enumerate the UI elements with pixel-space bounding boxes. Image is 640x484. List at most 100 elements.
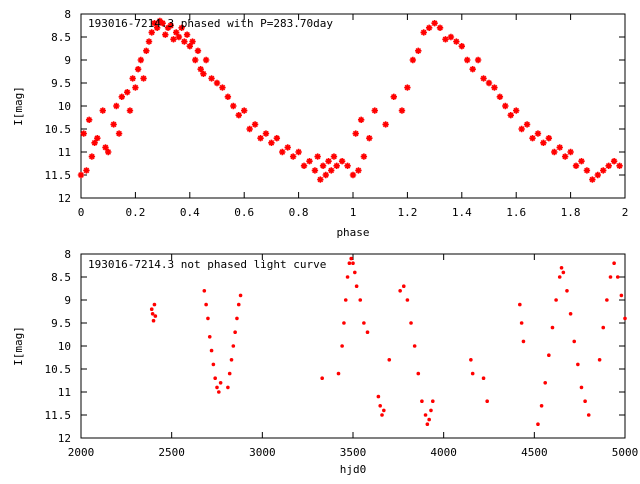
y-tick-label: 11.5 xyxy=(45,409,72,422)
data-point xyxy=(338,158,346,165)
data-point xyxy=(559,266,564,270)
data-point xyxy=(143,47,150,54)
data-point xyxy=(115,130,123,137)
data-point xyxy=(336,371,341,376)
data-point xyxy=(137,56,145,64)
data-point xyxy=(425,422,430,427)
data-point xyxy=(159,20,166,27)
data-point xyxy=(306,158,313,165)
data-point xyxy=(458,43,465,50)
data-point xyxy=(469,358,473,362)
data-point xyxy=(217,390,221,394)
data-point xyxy=(192,56,199,64)
x-tick-label: 0 xyxy=(78,206,85,219)
data-point xyxy=(608,275,613,279)
data-point xyxy=(619,293,624,298)
data-point xyxy=(207,335,212,339)
data-point xyxy=(430,399,435,404)
data-point xyxy=(380,413,384,417)
data-point xyxy=(597,358,602,362)
data-point xyxy=(568,312,573,316)
x-tick-label: 0.2 xyxy=(125,206,145,219)
data-point xyxy=(550,325,555,330)
data-point xyxy=(140,75,147,82)
series-points xyxy=(149,256,627,427)
data-point xyxy=(110,121,117,128)
data-point xyxy=(507,112,514,119)
data-point xyxy=(91,139,98,146)
data-point xyxy=(88,153,96,160)
data-point xyxy=(208,75,215,82)
data-point xyxy=(518,125,525,133)
data-point xyxy=(209,348,214,353)
data-point xyxy=(480,75,487,82)
data-point xyxy=(279,148,286,156)
data-point xyxy=(124,89,131,96)
data-point xyxy=(578,158,585,165)
data-point xyxy=(387,358,392,362)
y-tick-label: 8 xyxy=(64,8,71,21)
data-point xyxy=(547,353,551,358)
data-point xyxy=(600,167,607,174)
data-point xyxy=(362,321,366,325)
data-point xyxy=(126,107,134,114)
data-point xyxy=(354,284,359,289)
data-point xyxy=(262,130,270,137)
y-tick-label: 12 xyxy=(58,432,71,445)
data-point xyxy=(378,404,383,408)
data-point xyxy=(189,38,196,45)
data-point xyxy=(561,270,566,275)
data-point xyxy=(213,376,217,381)
data-point xyxy=(94,135,101,142)
series-points xyxy=(77,17,623,183)
data-point xyxy=(420,29,427,36)
x-tick-label: 4500 xyxy=(521,446,548,459)
data-point xyxy=(398,107,406,114)
data-point xyxy=(236,302,241,307)
data-point xyxy=(420,399,424,404)
data-point xyxy=(211,362,216,367)
data-point xyxy=(534,130,542,137)
data-point xyxy=(295,148,302,156)
data-point xyxy=(152,302,157,307)
data-point xyxy=(273,135,281,142)
data-point xyxy=(601,325,606,330)
data-point xyxy=(238,293,243,298)
data-point xyxy=(502,102,509,110)
data-point xyxy=(398,289,402,293)
data-point xyxy=(284,144,291,151)
data-point xyxy=(431,20,438,27)
y-axis-label: I[mag] xyxy=(12,86,25,126)
data-point xyxy=(134,66,142,73)
data-point xyxy=(567,148,574,156)
data-point xyxy=(539,404,544,408)
data-point xyxy=(357,116,365,123)
data-point xyxy=(328,167,335,174)
data-point xyxy=(529,135,536,142)
data-point xyxy=(554,298,558,302)
data-point xyxy=(129,75,136,82)
data-point xyxy=(113,102,120,110)
y-tick-label: 8.5 xyxy=(51,271,71,284)
data-point xyxy=(311,167,319,174)
data-point xyxy=(612,261,616,266)
data-point xyxy=(102,144,109,151)
data-point xyxy=(360,153,368,160)
data-point xyxy=(469,66,476,73)
chart-title: 193016-7214.3 phased with P=283.70day xyxy=(88,17,333,30)
data-point xyxy=(464,56,471,64)
data-point xyxy=(85,116,93,123)
data-point xyxy=(453,38,460,45)
data-point xyxy=(583,399,587,404)
data-point xyxy=(246,125,253,133)
x-tick-label: 1.4 xyxy=(452,206,472,219)
data-point xyxy=(204,302,208,307)
data-point xyxy=(200,70,207,77)
data-point xyxy=(404,84,411,91)
data-point xyxy=(233,330,237,335)
data-point xyxy=(513,107,520,114)
data-point xyxy=(202,56,210,64)
data-point xyxy=(405,298,410,302)
data-point xyxy=(474,56,482,64)
x-axis-label: hjd0 xyxy=(340,463,367,476)
